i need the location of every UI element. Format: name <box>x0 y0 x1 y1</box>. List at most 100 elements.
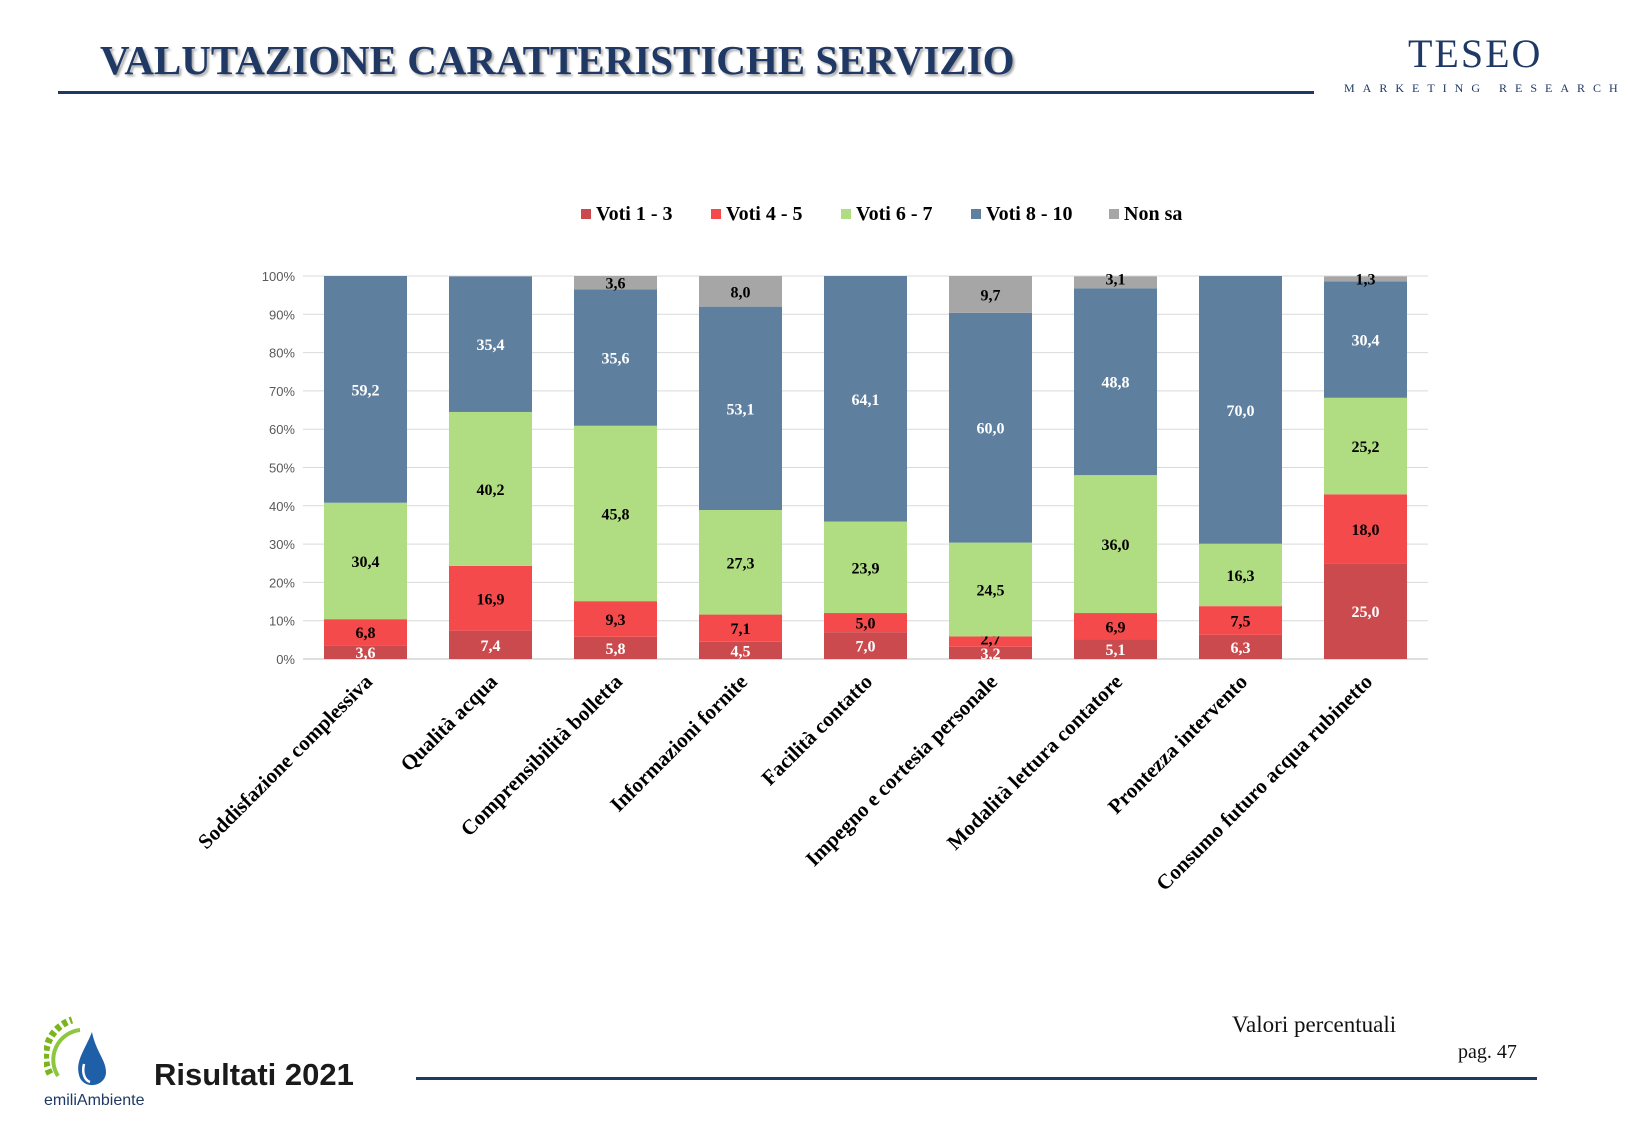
data-label: 16,3 <box>1227 568 1255 585</box>
teseo-logo-name: TESEO <box>1408 31 1543 76</box>
data-label: 59,2 <box>352 382 380 399</box>
data-label: 48,8 <box>1102 375 1130 392</box>
data-label: 70,0 <box>1227 403 1255 420</box>
data-label: 60,0 <box>977 421 1005 438</box>
results-year: Risultati 2021 <box>154 1057 354 1092</box>
data-label: 36,0 <box>1102 537 1130 554</box>
y-tick-label: 10% <box>269 614 295 629</box>
data-label: 24,5 <box>977 582 1005 599</box>
data-label: 9,7 <box>981 287 1001 304</box>
bar-segment <box>1324 397 1407 495</box>
data-label: 8,0 <box>731 284 751 301</box>
data-label: 23,9 <box>852 560 880 577</box>
data-label: 6,9 <box>1106 619 1126 636</box>
bar-segment <box>574 276 657 290</box>
footer-underline <box>416 1077 1537 1080</box>
data-label: 25,2 <box>1352 439 1380 456</box>
data-label: 30,4 <box>352 554 380 571</box>
bar-segment <box>1074 475 1157 614</box>
bar-segment <box>949 542 1032 637</box>
legend-label: Voti 8 - 10 <box>986 203 1072 225</box>
x-category-label: Facilità contatto <box>757 670 877 790</box>
teseo-logo-subtitle: MARKETING RESEARCH <box>1344 81 1625 95</box>
bar-segment <box>699 641 782 659</box>
x-category-label: Qualità acqua <box>396 669 503 776</box>
bar-segment <box>1324 281 1407 398</box>
y-tick-label: 20% <box>269 575 295 590</box>
data-label: 5,0 <box>856 616 876 633</box>
legend-swatch <box>841 209 851 219</box>
bar-segment <box>1199 606 1282 635</box>
bar-segment <box>949 636 1032 647</box>
bar-segment <box>574 601 657 637</box>
x-category-label: Soddisfazione complessiva <box>193 669 377 853</box>
bar-segment <box>1199 634 1282 659</box>
bar-segment <box>324 645 407 659</box>
data-label: 7,4 <box>481 638 501 655</box>
data-label: 6,8 <box>356 625 376 642</box>
values-note: Valori percentuali <box>1232 1012 1397 1037</box>
data-label: 40,2 <box>477 482 505 499</box>
y-tick-label: 0% <box>276 652 295 667</box>
bar-segment <box>1324 563 1407 659</box>
bar-segment <box>1324 276 1407 282</box>
data-label: 45,8 <box>602 506 630 523</box>
data-label: 64,1 <box>852 392 880 409</box>
legend-swatch <box>971 209 981 219</box>
bar-segment <box>324 502 407 620</box>
data-label: 16,9 <box>477 591 505 608</box>
bar-segment <box>324 276 407 503</box>
data-label: 5,1 <box>1106 642 1126 659</box>
bar-segment <box>574 289 657 426</box>
data-label: 53,1 <box>727 401 755 418</box>
data-label: 18,0 <box>1352 522 1380 539</box>
bar-segment <box>949 276 1032 313</box>
emiliambiente-logo-icon <box>42 1012 114 1101</box>
data-label: 3,6 <box>356 645 376 662</box>
data-label: 1,3 <box>1356 271 1376 288</box>
data-label: 27,3 <box>727 555 755 572</box>
legend-label: Voti 6 - 7 <box>856 203 932 225</box>
y-tick-label: 30% <box>269 537 295 552</box>
legend-label: Voti 4 - 5 <box>726 203 802 225</box>
y-tick-label: 60% <box>269 422 295 437</box>
y-tick-label: 70% <box>269 384 295 399</box>
data-label: 7,1 <box>731 621 751 638</box>
bar-segment <box>824 632 907 659</box>
x-category-label: Informazioni fornite <box>605 670 752 817</box>
bar-segment <box>699 510 782 615</box>
data-label: 30,4 <box>1352 333 1380 350</box>
bar-segment <box>449 630 532 659</box>
data-label: 9,3 <box>606 612 626 629</box>
legend-swatch <box>1109 209 1119 219</box>
legend-label: Non sa <box>1124 203 1182 225</box>
y-tick-label: 80% <box>269 346 295 361</box>
data-label: 5,8 <box>606 641 626 658</box>
bar-segment <box>699 306 782 511</box>
legend-swatch <box>581 209 591 219</box>
bar-segment <box>1199 276 1282 544</box>
data-label: 3,1 <box>1106 271 1126 288</box>
emiliambiente-brand-name: emiliAmbiente <box>44 1092 145 1109</box>
data-label: 3,6 <box>606 276 626 293</box>
bar-segment <box>1074 276 1157 289</box>
bar-segment <box>1199 543 1282 607</box>
bar-segment <box>1074 613 1157 640</box>
bar-segment <box>1324 494 1407 564</box>
page-title: VALUTAZIONE CARATTERISTICHE SERVIZIO <box>100 37 1015 83</box>
bar-segment <box>574 425 657 602</box>
data-label: 7,0 <box>856 639 876 656</box>
page-number: pag. 47 <box>1458 1041 1517 1063</box>
bar-segment <box>824 521 907 614</box>
data-label: 3,2 <box>981 646 1001 663</box>
bar-segment <box>449 411 532 566</box>
data-label: 6,3 <box>1231 640 1251 657</box>
x-category-label: Prontezza intervento <box>1103 670 1252 819</box>
bar-segment <box>1074 288 1157 476</box>
y-tick-label: 100% <box>262 269 296 284</box>
data-label: 25,0 <box>1352 604 1380 621</box>
bar-segment <box>1074 639 1157 659</box>
bar-segment <box>949 312 1032 543</box>
bar-segment <box>324 619 407 646</box>
